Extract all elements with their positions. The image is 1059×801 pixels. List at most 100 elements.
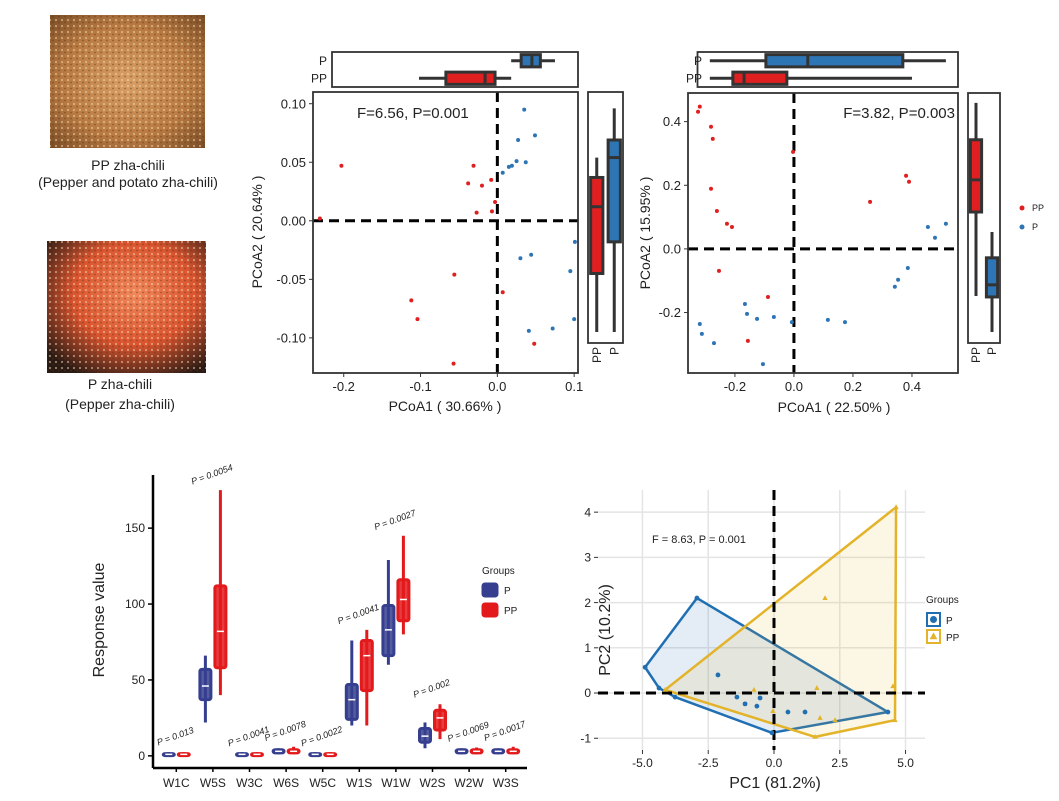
y-tick-label: 150 bbox=[125, 521, 145, 535]
x-tick-label: W2W bbox=[454, 776, 484, 790]
point bbox=[509, 163, 514, 168]
point bbox=[885, 709, 891, 715]
photo-description: (Pepper zha-chili) bbox=[65, 396, 175, 412]
point bbox=[451, 361, 456, 366]
p-value-label: P = 0.002 bbox=[412, 677, 452, 700]
point bbox=[769, 730, 775, 736]
point bbox=[925, 224, 930, 229]
photo-pp bbox=[50, 15, 205, 148]
x-tick-label: W2S bbox=[419, 776, 445, 790]
box bbox=[344, 683, 359, 721]
box bbox=[198, 667, 213, 702]
y-tick-label: 1 bbox=[584, 641, 591, 655]
point bbox=[479, 183, 484, 188]
plot-background bbox=[598, 490, 925, 750]
point bbox=[742, 301, 747, 306]
point bbox=[696, 109, 701, 114]
point bbox=[907, 179, 912, 184]
y-axis-label: PCoA2 ( 20.64% ) bbox=[249, 176, 265, 289]
point bbox=[745, 338, 750, 343]
point bbox=[656, 685, 662, 691]
marginal-label: P bbox=[319, 54, 327, 68]
point bbox=[642, 664, 648, 670]
point bbox=[526, 328, 531, 333]
point bbox=[757, 695, 763, 701]
plot-frame bbox=[687, 92, 959, 374]
y-axis-label: PC2 (10.2%) bbox=[597, 584, 614, 676]
point bbox=[415, 317, 420, 322]
point bbox=[711, 341, 716, 346]
point bbox=[339, 163, 344, 168]
box bbox=[418, 727, 432, 744]
point bbox=[729, 224, 734, 229]
x-tick-label: W1C bbox=[163, 776, 190, 790]
point bbox=[742, 701, 748, 707]
x-tick-label: 5.0 bbox=[897, 756, 914, 770]
point bbox=[825, 317, 830, 322]
scatter-panel: -5.0 -2.5 0.0 2.5 5.0 -1 0 1 2 3 4 F = 8.63, P = 0.… bbox=[580, 490, 960, 792]
point bbox=[568, 269, 573, 274]
point bbox=[771, 315, 776, 319]
plot-frame bbox=[312, 91, 579, 374]
marginal-frame bbox=[967, 92, 1001, 344]
y-tick-label: 50 bbox=[132, 673, 146, 687]
box bbox=[606, 138, 622, 244]
x-tick-label: 0.0 bbox=[488, 379, 506, 394]
y-tick-label: 3 bbox=[584, 551, 591, 565]
point bbox=[518, 256, 523, 261]
photo-label: P zha-chili bbox=[88, 376, 152, 392]
point bbox=[489, 209, 494, 214]
x-tick-label: 0.1 bbox=[565, 379, 583, 394]
legend-key bbox=[481, 582, 499, 598]
box bbox=[589, 175, 605, 275]
point bbox=[714, 209, 719, 214]
point bbox=[822, 595, 828, 600]
legend-marker bbox=[1019, 224, 1025, 230]
point bbox=[724, 221, 729, 226]
legend-label: PP bbox=[1032, 203, 1044, 213]
point bbox=[697, 322, 702, 326]
y-tick-label: 0.2 bbox=[663, 178, 681, 193]
box bbox=[396, 578, 411, 623]
point bbox=[529, 252, 534, 257]
x-tick-label: 0.0 bbox=[766, 756, 783, 770]
point bbox=[550, 326, 555, 331]
y-tick-label: 2 bbox=[584, 596, 591, 610]
point bbox=[896, 277, 901, 282]
point bbox=[514, 159, 519, 164]
point bbox=[842, 320, 847, 325]
x-tick-label: -5.0 bbox=[632, 756, 653, 770]
legend-label: PP bbox=[504, 606, 518, 617]
point bbox=[765, 294, 770, 299]
y-tick-label: 0.05 bbox=[281, 155, 306, 170]
marginal-label: PP bbox=[311, 71, 327, 85]
stat-annotation: F = 8.63, P = 0.001 bbox=[652, 534, 746, 546]
point bbox=[532, 341, 537, 346]
x-tick-label: W5C bbox=[309, 776, 336, 790]
p-value-label: P = 0.0017 bbox=[483, 718, 528, 743]
scatter-panel: -0.2 0.0 0.2 0.4 -0.2 0.0 0.2 0.4 F=3.82, P=0.00… bbox=[637, 51, 1044, 415]
x-tick-label: 2.5 bbox=[831, 756, 848, 770]
x-tick-label: -0.2 bbox=[724, 379, 746, 394]
point bbox=[710, 136, 715, 141]
x-tick-label: W6S bbox=[273, 776, 299, 790]
x-tick-label: W1W bbox=[381, 776, 411, 790]
y-tick-label: 4 bbox=[584, 505, 591, 519]
scatter-panel: -0.2 -0.1 0.0 0.1 -0.10 -0.05 0.00 0.05 0.10 F=6.… bbox=[249, 51, 624, 414]
photo-texture bbox=[50, 15, 205, 148]
point bbox=[817, 715, 823, 720]
x-tick-label: -0.1 bbox=[409, 379, 431, 394]
point bbox=[892, 284, 897, 289]
point bbox=[662, 686, 668, 692]
point bbox=[943, 221, 948, 226]
marginal-label: P bbox=[985, 347, 999, 355]
point bbox=[770, 708, 776, 714]
marginal-label: PP bbox=[969, 347, 983, 363]
point bbox=[904, 173, 909, 178]
legend-title: Groups bbox=[926, 595, 959, 606]
point bbox=[932, 235, 937, 240]
point bbox=[516, 138, 521, 143]
point bbox=[755, 316, 760, 321]
x-axis-label: PCoA1 ( 30.66% ) bbox=[389, 398, 502, 414]
